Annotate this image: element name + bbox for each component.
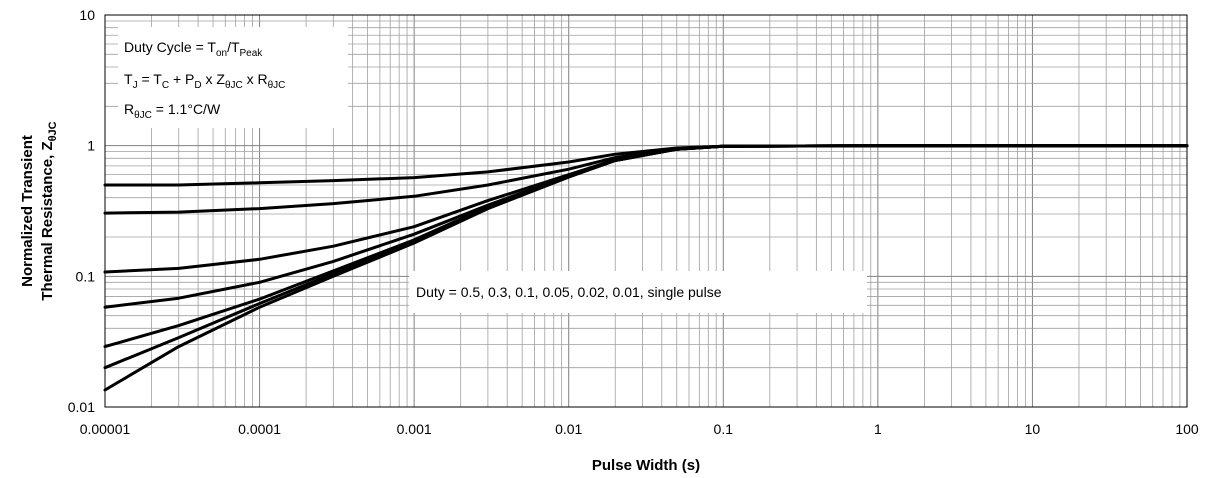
y-tick-label: 0.1 — [76, 268, 96, 284]
y-axis-title: Normalized Transient Thermal Resistance,… — [19, 121, 59, 300]
x-tick-label: 1 — [874, 421, 882, 437]
curve-7 — [103, 144, 1189, 392]
x-tick-label: 100 — [1175, 421, 1199, 437]
duty-list-box — [409, 271, 867, 313]
x-tick-label: 0.01 — [555, 421, 582, 437]
y-tick-label: 1 — [87, 138, 95, 154]
duty-cycle-note: Duty Cycle = Ton/TPeak — [124, 39, 263, 59]
x-tick-label: 0.0001 — [238, 421, 281, 437]
formula-box — [118, 27, 348, 128]
x-tick-label: 0.1 — [714, 421, 734, 437]
rth-note: RθJC = 1.1°C/W — [124, 101, 221, 121]
curve-group — [103, 144, 1189, 392]
duty-list-note: Duty = 0.5, 0.3, 0.1, 0.05, 0.02, 0.01, … — [416, 284, 722, 300]
plot-frame — [104, 14, 1188, 408]
y-tick-label: 10 — [79, 7, 95, 23]
tick-labels: 0.00001 0.0001 0.001 0.01 0.1 1 10 100 0.01 0.1 1 1… — [68, 7, 1199, 437]
x-axis-title: Pulse Width (s) — [592, 457, 700, 474]
y-tick-label: 0.01 — [68, 399, 95, 415]
tj-formula-note: TJ = TC + PD x ZθJC x RθJC — [124, 71, 285, 91]
y-axis-title-line1: Normalized Transient — [19, 135, 36, 287]
x-tick-label: 0.00001 — [80, 421, 131, 437]
y-axis-title-line2: Thermal Resistance, ZθJC — [39, 121, 59, 300]
x-tick-label: 10 — [1025, 421, 1041, 437]
x-tick-label: 0.001 — [397, 421, 432, 437]
